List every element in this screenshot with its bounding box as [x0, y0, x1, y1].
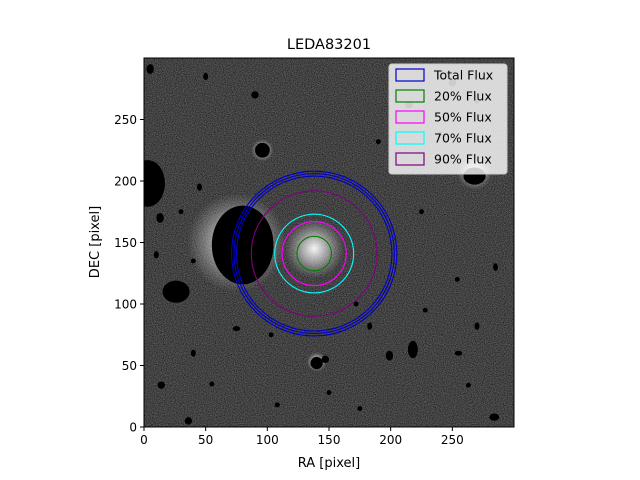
masked-source-25 [157, 381, 165, 389]
masked-source-15 [156, 212, 164, 223]
aperture-0-ring-2 [231, 170, 398, 337]
legend: Total Flux 20% Flux 50% Flux 70% Flux 90% Fl… [388, 63, 508, 175]
masked-source-36 [465, 382, 471, 388]
legend-swatch-4 [395, 152, 425, 166]
legend-swatch-1 [395, 89, 425, 103]
x-tick-label-1: 50 [198, 433, 213, 447]
x-tick-label-4: 200 [379, 433, 402, 447]
masked-source-40 [190, 258, 196, 264]
aperture-0-ring-0 [235, 175, 393, 332]
aperture-4-ring-0 [250, 190, 378, 317]
masked-source-35 [454, 276, 460, 282]
masked-source-39 [222, 233, 228, 239]
x-axis-label: RA [pixel] [298, 456, 360, 471]
masked-source-19 [367, 322, 373, 330]
y-tick-label-3: 150 [114, 236, 137, 250]
bright-source-0 [284, 219, 344, 279]
y-tick-label-5: 250 [114, 113, 137, 127]
flux-apertures [231, 170, 398, 337]
legend-swatch-0 [395, 68, 425, 82]
y-tick-label-2: 100 [114, 298, 137, 312]
masked-source-23 [489, 413, 500, 421]
x-tick-label-0: 0 [140, 433, 148, 447]
masked-source-27 [178, 209, 184, 215]
masked-source-17 [232, 326, 241, 332]
masked-source-22 [474, 322, 480, 330]
masked-sources [144, 64, 500, 425]
masked-source-7 [385, 350, 394, 361]
masked-source-8 [321, 355, 329, 364]
x-axis: 0 50 100 150 200 250 [140, 427, 464, 447]
legend-label-4: 90% Flux [434, 152, 492, 167]
masked-source-6 [407, 340, 418, 359]
masked-source-21 [454, 350, 463, 356]
masked-source-29 [353, 301, 359, 307]
legend-box [388, 63, 508, 175]
masked-source-2 [162, 280, 190, 303]
legend-label-0: Total Flux [433, 68, 493, 83]
masked-source-9 [153, 251, 159, 259]
legend-swatch-2 [395, 110, 425, 124]
y-tick-label-0: 0 [129, 421, 137, 435]
legend-swatch-3 [395, 131, 425, 145]
masked-source-33 [419, 209, 424, 215]
y-tick-label-4: 200 [114, 175, 137, 189]
masked-source-34 [493, 263, 498, 271]
masked-source-28 [197, 183, 202, 191]
x-tick-label-2: 100 [256, 433, 279, 447]
y-axis-label: DEC [pixel] [88, 206, 103, 278]
aperture-1-ring-0 [296, 235, 333, 272]
masked-source-10 [146, 64, 154, 74]
legend-label-2: 50% Flux [434, 110, 492, 125]
masked-source-1 [144, 160, 165, 207]
y-tick-label-1: 50 [122, 359, 137, 373]
masked-source-11 [203, 72, 209, 81]
y-axis: 0 50 100 150 200 250 [114, 113, 144, 435]
chart-title: LEDA83201 [287, 37, 371, 53]
masked-source-30 [375, 139, 381, 145]
aperture-2-ring-0 [281, 221, 347, 287]
masked-source-12 [251, 91, 259, 99]
masked-source-5 [310, 356, 323, 370]
masked-source-26 [209, 381, 215, 387]
masked-source-41 [326, 390, 332, 396]
aperture-3-ring-0 [274, 213, 355, 294]
masked-source-16 [190, 349, 196, 357]
masked-source-24 [184, 417, 193, 425]
masked-source-4 [255, 142, 270, 158]
masked-source-18 [268, 332, 274, 338]
legend-label-3: 70% Flux [434, 131, 492, 146]
masked-source-37 [274, 402, 280, 408]
legend-label-1: 20% Flux [434, 89, 492, 104]
masked-source-38 [357, 406, 363, 412]
x-tick-label-3: 150 [318, 433, 341, 447]
x-tick-label-5: 250 [441, 433, 464, 447]
masked-source-20 [422, 307, 428, 313]
aperture-0-ring-1 [233, 173, 395, 335]
